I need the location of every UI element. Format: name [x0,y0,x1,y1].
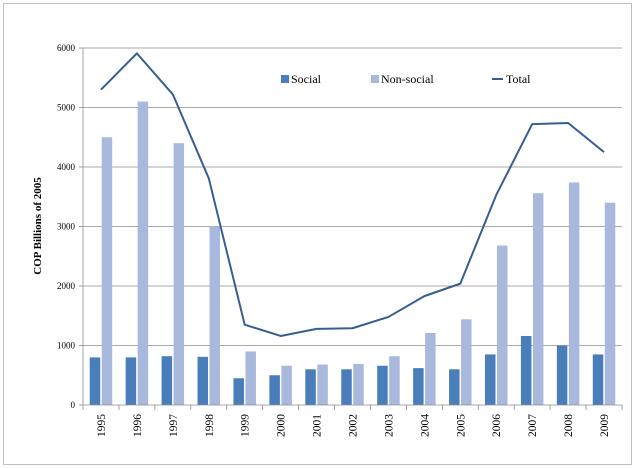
social-bar [592,354,604,405]
y-tick-label: 0 [71,400,76,410]
social-bar [341,369,352,405]
legend-swatch [281,75,289,83]
y-axis-label: COP Billions of 2005 [32,177,44,275]
x-tick-label: 1997 [168,414,180,437]
x-tick-label: 2003 [383,414,395,437]
y-tick-label: 2000 [57,281,76,291]
non-social-bar [245,351,256,405]
bars [89,101,616,406]
y-tick-label: 6000 [57,43,76,53]
non-social-bar [317,364,328,405]
social-bar [449,369,460,405]
non-social-bar [281,365,292,405]
x-tick-label: 2008 [563,414,575,437]
social-bar [197,356,209,405]
y-axis-ticks: 0 1000 2000 3000 4000 5000 6000 [57,43,83,410]
x-tick-label: 1995 [96,414,108,437]
social-bar [413,368,424,405]
y-tick-label: 5000 [57,103,76,113]
social-bar [520,335,532,405]
legend-item: Total [492,72,531,86]
non-social-bar [389,356,400,405]
non-social-bar [137,101,149,406]
x-axis-ticks: 1995 1996 1997 1998 1999 2000 2001 2002 2003 2004… [82,405,623,437]
legend-swatch [371,75,379,83]
x-tick-label: 2006 [491,414,503,437]
y-tick-label: 3000 [57,222,76,232]
x-tick-label: 1999 [240,414,252,437]
non-social-bar [461,319,472,405]
non-social-bar [568,182,580,405]
legend-label: Social [291,72,322,86]
non-social-bar [173,143,185,405]
social-bar [377,365,388,405]
x-tick-label: 2005 [455,414,467,437]
social-bar [305,369,316,405]
y-tick-label: 1000 [57,341,76,351]
legend: Social Non-social Total [281,72,531,86]
social-bar [89,357,101,405]
legend-item: Social [281,72,322,86]
x-tick-label: 2000 [276,414,288,437]
x-tick-label: 1996 [132,414,144,437]
legend-label: Total [506,72,531,86]
social-bar [233,378,244,405]
social-bar [161,356,173,405]
social-bar [125,357,137,405]
axes [82,48,622,406]
social-bar [556,345,568,405]
social-bar [484,354,496,405]
x-tick-label: 2002 [348,414,360,437]
grid-lines [83,47,622,346]
total-line [100,52,605,337]
x-tick-label: 2007 [527,414,539,437]
non-social-bar [425,333,436,405]
non-social-bar [101,137,113,405]
y-tick-label: 4000 [57,162,76,172]
x-tick-label: 2001 [312,414,324,437]
legend-item: Non-social [371,72,434,86]
non-social-bar [209,226,221,405]
non-social-bar [532,193,544,405]
x-tick-label: 1998 [204,414,216,437]
x-tick-label: 2009 [599,414,611,437]
non-social-bar [496,245,508,405]
social-bar [269,375,280,405]
x-tick-label: 2004 [419,414,431,437]
total-line-group [100,52,605,337]
legend-label: Non-social [381,72,434,86]
non-social-bar [353,363,364,405]
non-social-bar [604,202,616,405]
